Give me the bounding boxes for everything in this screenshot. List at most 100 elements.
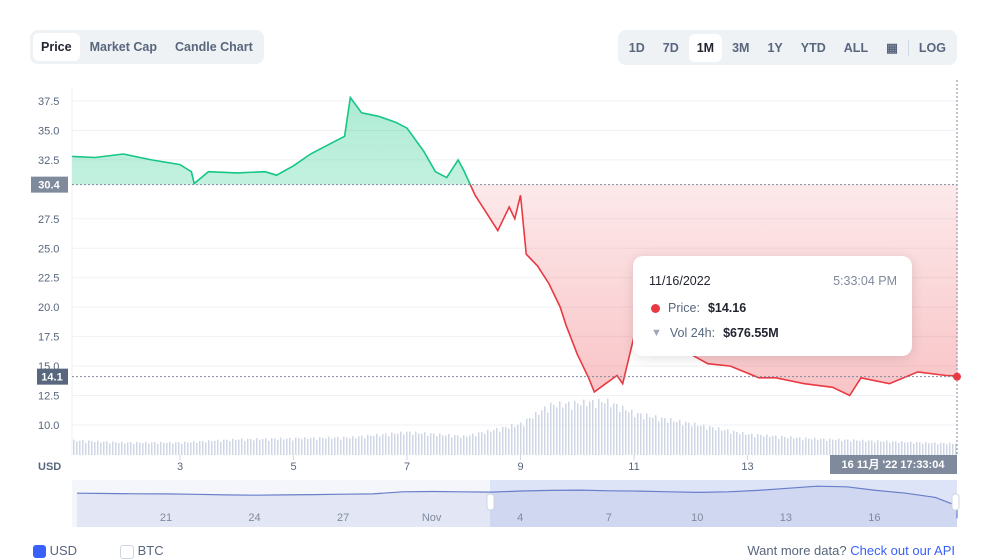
volume-bar <box>397 433 399 455</box>
range-3m[interactable]: 3M <box>732 40 750 55</box>
volume-bar <box>853 439 855 455</box>
volume-bar <box>415 431 417 455</box>
volume-bar <box>826 441 828 455</box>
volume-bar <box>862 439 864 455</box>
range-1m[interactable]: 1M <box>688 33 723 62</box>
volume-bar <box>295 437 297 455</box>
volume-bar <box>121 441 123 455</box>
navigator-handle[interactable] <box>951 493 960 511</box>
volume-bar <box>325 438 327 455</box>
range-7d[interactable]: 7D <box>662 40 679 55</box>
volume-bar <box>631 409 633 455</box>
volume-bar <box>577 403 579 455</box>
volume-bar <box>604 403 606 455</box>
volume-bar <box>907 442 909 455</box>
volume-bar <box>454 434 456 455</box>
volume-bar <box>559 401 561 455</box>
volume-bar <box>946 444 948 455</box>
volume-bar <box>673 421 675 455</box>
volume-bar <box>784 436 786 455</box>
volume-bar <box>109 443 111 455</box>
volume-bar <box>124 443 126 455</box>
tab-price[interactable]: Price <box>33 33 80 61</box>
volume-bar <box>916 442 918 455</box>
volume-bar <box>478 432 480 455</box>
navigator-tick-label: 27 <box>337 512 349 524</box>
volume-bar <box>844 439 846 455</box>
volume-bar <box>913 443 915 455</box>
volume-bar <box>475 436 477 455</box>
volume-bar <box>127 442 129 455</box>
volume-bar <box>511 424 513 455</box>
volume-bar <box>91 441 93 455</box>
tab-candle-chart[interactable]: Candle Chart <box>174 40 253 54</box>
volume-bar <box>649 417 651 455</box>
y-tick-label: 12.5 <box>38 391 59 403</box>
volume-bar <box>433 433 435 455</box>
y-tick-label: 25.0 <box>38 243 59 255</box>
volume-bar <box>544 406 546 455</box>
volume-bar <box>184 441 186 455</box>
calendar-icon[interactable]: ▦ <box>886 41 898 55</box>
volume-bar <box>355 438 357 455</box>
range-1d[interactable]: 1D <box>628 40 645 55</box>
y-tick-label: 10.0 <box>38 420 59 432</box>
volume-bar <box>211 441 213 455</box>
volume-shield-icon: ▼ <box>651 327 662 339</box>
volume-bar <box>82 440 84 455</box>
volume-bar <box>859 440 861 455</box>
log-toggle[interactable]: LOG <box>918 40 946 55</box>
volume-bar <box>874 442 876 455</box>
tab-market-cap[interactable]: Market Cap <box>89 40 157 54</box>
volume-bar <box>217 439 219 455</box>
volume-bar <box>568 401 570 455</box>
volume-bar <box>283 439 285 455</box>
volume-bar <box>280 437 282 455</box>
volume-bar <box>166 442 168 455</box>
volume-bar <box>706 429 708 455</box>
volume-bar <box>526 418 528 455</box>
volume-bar <box>592 400 594 455</box>
volume-bar <box>625 410 627 455</box>
navigator-handle[interactable] <box>486 493 495 511</box>
range-all[interactable]: ALL <box>843 40 869 55</box>
tooltip: 11/16/2022 5:33:04 PM Price: $14.16 ▼ Vol… <box>633 256 912 356</box>
volume-bar <box>241 438 243 455</box>
y-tick-label: 22.5 <box>38 273 59 285</box>
volume-bar <box>715 430 717 455</box>
volume-bar <box>637 413 639 455</box>
volume-bar <box>223 439 225 455</box>
volume-bar <box>652 417 654 455</box>
volume-bar <box>583 399 585 455</box>
volume-bar <box>820 438 822 455</box>
volume-bar <box>436 436 438 455</box>
range-1y[interactable]: 1Y <box>767 40 783 55</box>
volume-bar <box>289 437 291 455</box>
volume-bar <box>742 431 744 455</box>
volume-bar <box>460 437 462 455</box>
price-dot-icon <box>651 303 660 313</box>
volume-bar <box>904 442 906 455</box>
volume-bar <box>922 443 924 455</box>
crosshair-date-badge <box>830 455 957 474</box>
volume-bar <box>466 436 468 455</box>
volume-bar <box>574 400 576 455</box>
volume-bar <box>175 442 177 455</box>
volume-bar <box>493 430 495 455</box>
volume-bar <box>334 437 336 455</box>
volume-bar <box>484 433 486 455</box>
volume-bar <box>895 441 897 455</box>
volume-bar <box>208 440 210 455</box>
crosshair-date-label: 16 11月 '22 17:33:04 <box>842 458 946 471</box>
volume-bar <box>181 443 183 455</box>
volume-bar <box>277 439 279 455</box>
volume-bar <box>151 442 153 455</box>
y-tick-label: 17.5 <box>38 332 59 344</box>
volume-bar <box>367 434 369 455</box>
volume-bar <box>292 440 294 455</box>
volume-bar <box>694 422 696 455</box>
volume-bar <box>883 441 885 455</box>
volume-bar <box>304 437 306 455</box>
volume-bar <box>688 422 690 455</box>
range-ytd[interactable]: YTD <box>800 40 826 55</box>
